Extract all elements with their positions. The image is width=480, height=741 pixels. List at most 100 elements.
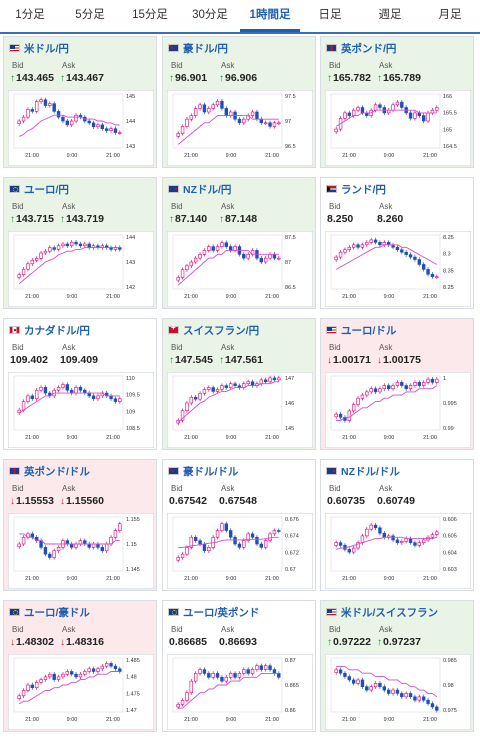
candle-body — [109, 663, 113, 667]
rate-card[interactable]: スイスフラン/円BidAsk↑147.545↑147.5611471461452… — [162, 318, 316, 450]
mini-chart[interactable]: 1.485 1.48 1.475 1.47 21:00 9:00 21:00 — [8, 654, 154, 730]
mini-chart[interactable]: 110 109.5 109 108.5 21:00 9:00 21:00 — [8, 372, 154, 448]
mini-chart[interactable]: 8.25 8.3 8.35 8.25 21:00 9:00 21:00 — [325, 231, 471, 307]
y-tick-label: 0.98 — [443, 683, 454, 689]
pair-name[interactable]: ユーロ/豪ドル — [24, 606, 90, 619]
plot-frame — [330, 93, 441, 149]
tab-7[interactable]: 月足 — [438, 9, 462, 21]
moving-average-line — [336, 536, 437, 550]
candle-body — [189, 115, 194, 120]
candle-body — [83, 389, 87, 394]
candle-body — [96, 124, 100, 128]
pair-name[interactable]: ランド/円 — [341, 183, 386, 196]
rate-card[interactable]: 英ポンド/円 Bid Ask ↑165.782 ↑165.789 166 165.5 165 1… — [320, 36, 474, 168]
rate-card[interactable]: NZドル/円 Bid Ask ↑87.140 ↑87.148 87.5 87 86.5 21:0… — [162, 177, 316, 309]
tab-2[interactable]: 15分足 — [132, 9, 168, 21]
ask-value: ↑87.148 — [219, 213, 257, 225]
rate-card[interactable]: NZドル/ドル Bid Ask 0.60735 0.60749 0.606 0.605 0.6… — [320, 459, 474, 591]
rate-card[interactable]: 豪ドル/円 Bid Ask ↑96.901 ↑96.906 97.5 97 96.5 21:00… — [162, 36, 316, 168]
pair-name[interactable]: 英ポンド/ドル — [24, 465, 90, 478]
mini-chart[interactable]: 0.606 0.605 0.604 0.603 21:00 9:00 21:00 — [325, 513, 471, 589]
candle-body — [395, 689, 400, 694]
mini-chart[interactable]: 147 146 145 21:00 9:00 21:00 — [167, 372, 313, 448]
y-tick-label: 1.485 — [126, 658, 140, 664]
mini-chart[interactable]: 0.87 0.865 0.86 21:00 9:00 21:00 — [167, 654, 313, 730]
plot-frame — [330, 375, 441, 431]
pair-name[interactable]: ユーロ/英ポンド — [183, 606, 260, 619]
rate-card[interactable]: カナダドル/円 Bid Ask 109.402 109.409 110 109.5 109 10… — [3, 318, 157, 450]
candle-body — [189, 396, 194, 404]
candle-body — [220, 676, 224, 682]
chart-background — [8, 654, 154, 730]
candle-body — [408, 385, 413, 390]
us-flag-icon — [326, 326, 337, 334]
tab-5[interactable]: 日足 — [318, 9, 342, 21]
pair-name[interactable]: 豪ドル/ドル — [183, 465, 239, 478]
rate-card[interactable]: ユーロ/豪ドル Bid Ask ↓1.48302 ↓1.48316 1.485 1.48 1.… — [3, 600, 157, 732]
ask-value: ↓1.15560 — [60, 495, 104, 507]
rate-card[interactable]: ユーロ/ドル Bid Ask ↓1.00171 ↓1.00175 1 0.995 0.99 21… — [320, 318, 474, 450]
candle-body — [400, 540, 404, 543]
pair-name[interactable]: ユーロ/ドル — [341, 324, 397, 337]
moving-average-line — [18, 392, 120, 414]
rate-card[interactable]: 米ドル/スイスフラン Bid Ask ↑0.97222 ↑0.97237 0.985 0.9… — [320, 600, 474, 732]
arrow-up-icon: ↑ — [377, 73, 382, 84]
ask-value-text: 0.86693 — [219, 636, 257, 648]
moving-average-line — [335, 244, 438, 270]
card-header: ユーロ/ドル — [326, 323, 396, 337]
candle-body — [87, 668, 91, 672]
tab-6[interactable]: 週足 — [378, 9, 402, 21]
pair-name[interactable]: 豪ドル/円 — [183, 42, 228, 55]
mini-chart[interactable]: 97.5 97 96.5 21:00 9:00 21:00 — [167, 90, 313, 166]
ask-value-text: 109.409 — [60, 354, 98, 366]
pair-name[interactable]: NZドル/ドル — [341, 465, 400, 478]
candle-body — [426, 112, 430, 122]
candle-body — [104, 543, 109, 552]
rate-card[interactable]: 豪ドル/ドル Bid Ask 0.67542 0.67548 0.676 0.674 0.67… — [162, 459, 316, 591]
tab-4[interactable]: 1時間足 — [240, 0, 300, 32]
eu-flag-icon — [168, 608, 179, 616]
candle-body — [421, 382, 426, 386]
mini-chart[interactable]: 144 143 142 21:00 9:00 21:00 — [8, 231, 154, 307]
bid-value: 109.402 — [10, 354, 48, 366]
y-tick-label: 1.48 — [126, 675, 137, 681]
candle-body — [43, 99, 48, 106]
rate-card[interactable]: ユーロ/英ポンド Bid Ask 0.86685 0.86693 0.87 0.865 0.8… — [162, 600, 316, 732]
rate-card[interactable]: ランド/円 Bid Ask 8.250 8.260 8.25 8.3 8.35 8.25 21:0… — [320, 177, 474, 309]
y-tick-label: 1 — [443, 376, 446, 382]
x-tick-label: 21:00 — [106, 435, 120, 441]
y-tick-label: 1.47 — [126, 708, 137, 714]
pair-name[interactable]: NZドル/円 — [183, 183, 232, 196]
x-tick-label: 21:00 — [342, 717, 356, 723]
pair-name[interactable]: カナダドル/円 — [24, 324, 90, 337]
candle-body — [421, 539, 426, 543]
candle-body — [74, 387, 78, 394]
mini-chart[interactable]: 166 165.5 165 164.5 21:00 9:00 21:00 — [325, 90, 471, 166]
tab-3[interactable]: 30分足 — [192, 9, 228, 21]
pair-name[interactable]: スイスフラン/円 — [183, 324, 260, 337]
y-tick-label: 96.5 — [285, 144, 296, 150]
candle-body — [30, 684, 35, 688]
x-tick-label: 9:00 — [384, 153, 395, 159]
rate-card[interactable]: ユーロ/円 Bid Ask ↑143.715 ↑143.719 144 143 142 21:0… — [3, 177, 157, 309]
pair-name[interactable]: 米ドル/円 — [24, 42, 69, 55]
pair-name[interactable]: ユーロ/円 — [24, 183, 69, 196]
candle-body — [180, 553, 185, 558]
mini-chart[interactable]: 87.5 87 86.5 21:00 9:00 21:00 — [167, 231, 313, 307]
tab-0[interactable]: 1分足 — [15, 9, 45, 21]
mini-chart[interactable]: 0.676 0.674 0.672 0.67 21:00 9:00 21:00 — [167, 513, 313, 589]
candle-body — [228, 246, 233, 251]
y-tick-label: 0.672 — [285, 550, 299, 556]
candle-body — [17, 543, 21, 547]
mini-chart[interactable]: 0.985 0.98 0.975 21:00 9:00 21:00 — [325, 654, 471, 730]
pair-name[interactable]: 英ポンド/円 — [341, 42, 397, 55]
mini-chart[interactable]: 1 0.995 0.99 21:00 9:00 21:00 — [325, 372, 471, 448]
rate-card[interactable]: 英ポンド/ドル Bid Ask ↓1.15553 ↓1.15560 1.155 1.15 1.… — [3, 459, 157, 591]
candle-body — [421, 264, 426, 270]
mini-chart[interactable]: 145 144 143 21:00 9:00 21:00 — [8, 90, 154, 166]
tab-1[interactable]: 5分足 — [75, 9, 105, 21]
rate-card[interactable]: 米ドル/円 Bid Ask ↑143.465 ↑143.467 145 144 143 21:0… — [3, 36, 157, 168]
mini-chart[interactable]: 1.155 1.15 1.145 21:00 9:00 21:00 — [8, 513, 154, 589]
candle-body — [56, 111, 61, 118]
pair-name[interactable]: 米ドル/スイスフラン — [341, 606, 439, 619]
